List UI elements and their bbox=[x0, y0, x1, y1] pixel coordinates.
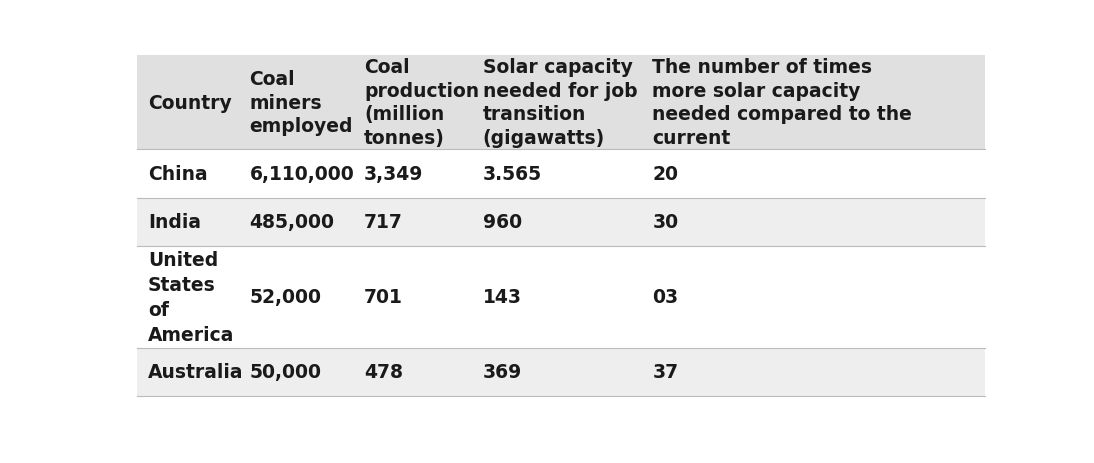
Text: 717: 717 bbox=[364, 213, 403, 232]
Text: Coal
miners
employed: Coal miners employed bbox=[249, 70, 353, 136]
Text: 143: 143 bbox=[482, 288, 522, 307]
Text: 37: 37 bbox=[652, 363, 678, 382]
Text: 50,000: 50,000 bbox=[249, 363, 322, 382]
Text: 03: 03 bbox=[652, 288, 678, 307]
Text: 30: 30 bbox=[652, 213, 678, 232]
Text: 369: 369 bbox=[482, 363, 522, 382]
Text: 960: 960 bbox=[482, 213, 522, 232]
Bar bbox=[137, 246, 985, 348]
Text: 3.565: 3.565 bbox=[482, 165, 542, 183]
Text: 478: 478 bbox=[364, 363, 403, 382]
Bar bbox=[137, 56, 985, 150]
Text: Solar capacity
needed for job
transition
(gigawatts): Solar capacity needed for job transition… bbox=[482, 58, 638, 147]
Text: The number of times
more solar capacity
needed compared to the
current: The number of times more solar capacity … bbox=[652, 58, 912, 147]
Text: Australia: Australia bbox=[148, 363, 243, 382]
Bar bbox=[137, 198, 985, 246]
Text: United
States
of
America: United States of America bbox=[148, 250, 234, 344]
Text: 20: 20 bbox=[652, 165, 678, 183]
Text: 701: 701 bbox=[364, 288, 403, 307]
Bar bbox=[137, 348, 985, 396]
Text: 3,349: 3,349 bbox=[364, 165, 423, 183]
Text: 52,000: 52,000 bbox=[249, 288, 322, 307]
Text: Country: Country bbox=[148, 94, 232, 112]
Text: 6,110,000: 6,110,000 bbox=[249, 165, 354, 183]
Bar bbox=[137, 150, 985, 198]
Text: India: India bbox=[148, 213, 201, 232]
Text: China: China bbox=[148, 165, 208, 183]
Text: 485,000: 485,000 bbox=[249, 213, 335, 232]
Text: Coal
production
(million
tonnes): Coal production (million tonnes) bbox=[364, 58, 479, 147]
